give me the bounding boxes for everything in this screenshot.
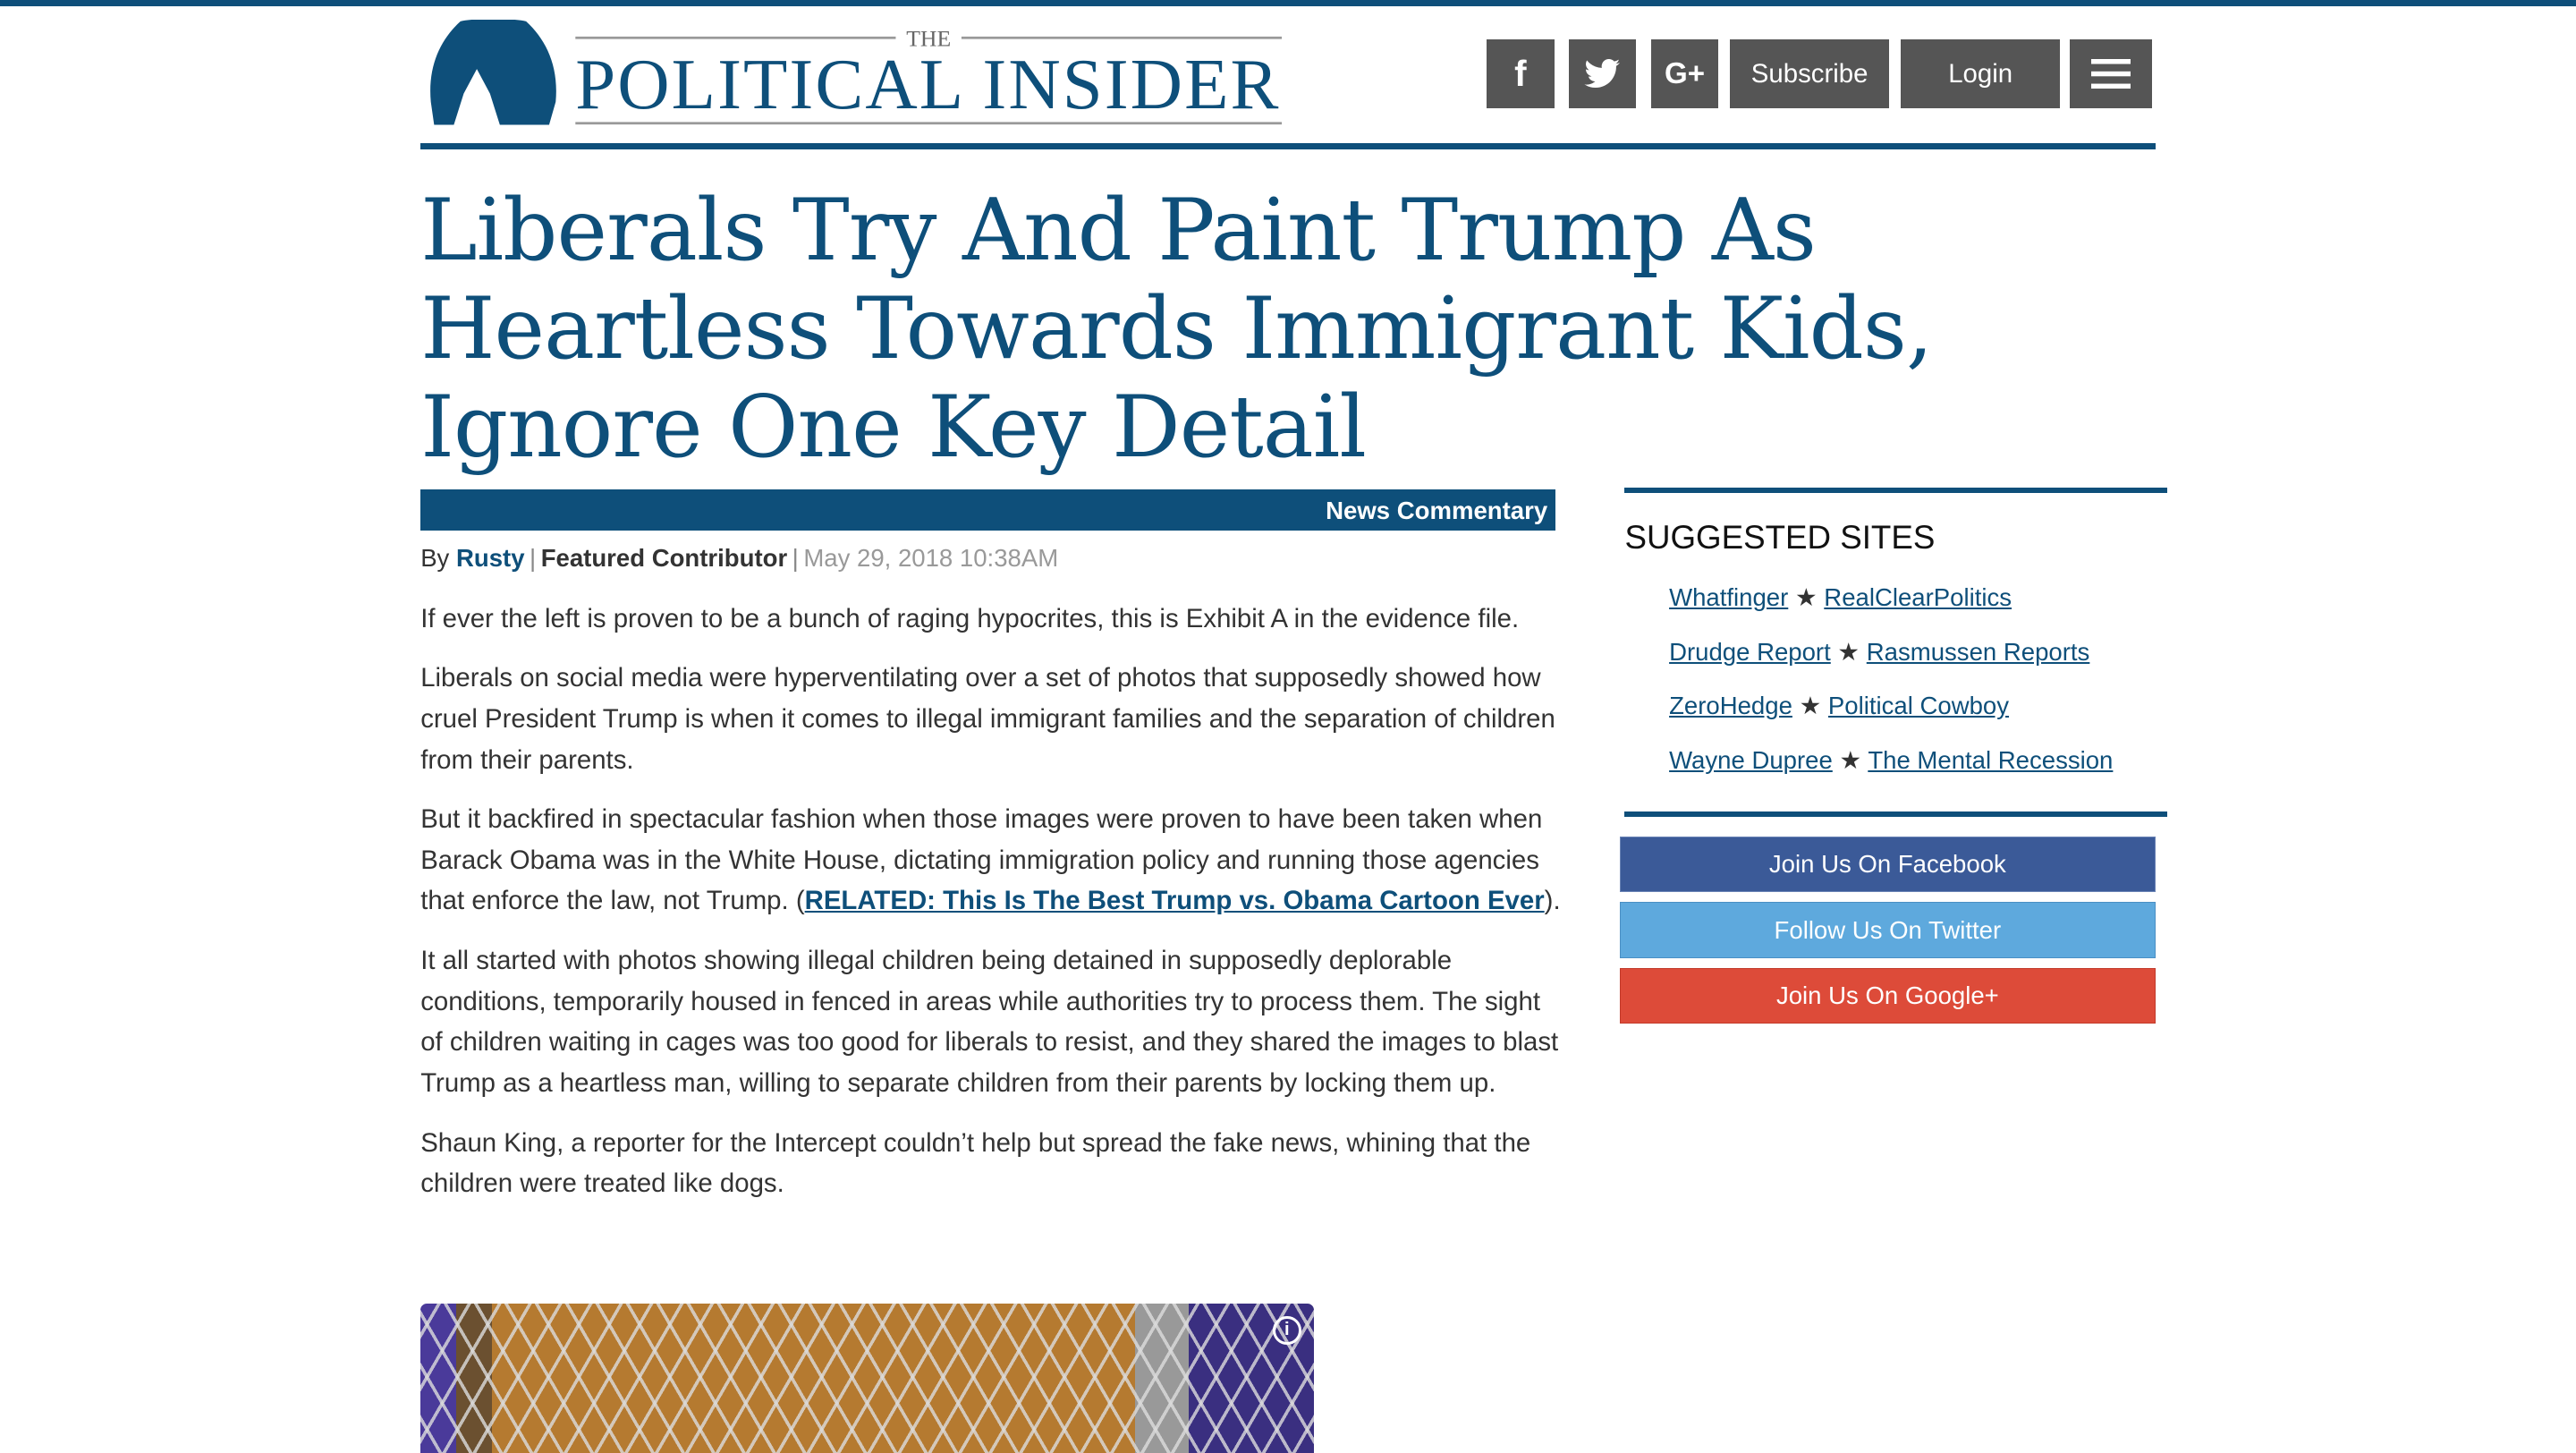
follow-twitter-button[interactable]: Follow Us On Twitter — [1619, 902, 2156, 958]
suggested-link[interactable]: RealClearPolitics — [1824, 583, 2012, 612]
related-link[interactable]: RELATED: This Is The Best Trump vs. Obam… — [804, 886, 1545, 916]
suggested-link[interactable]: Rasmussen Reports — [1866, 637, 2090, 666]
category-label[interactable]: News Commentary — [1326, 497, 1548, 525]
paragraph: But it backfired in spectacular fashion … — [420, 799, 1563, 922]
suggested-link[interactable]: The Mental Recession — [1868, 745, 2114, 774]
sidebar-top-divider — [1624, 488, 2167, 493]
header-divider — [420, 142, 2156, 150]
paragraph-text: ). — [1544, 886, 1561, 916]
paragraph-text: But it backfired in spectacular fashion … — [420, 803, 1543, 916]
subscribe-button[interactable]: Subscribe — [1730, 39, 1890, 109]
byline-by: By — [420, 543, 450, 572]
info-icon[interactable]: i — [1272, 1316, 1301, 1345]
suggested-link[interactable]: Drudge Report — [1669, 637, 1831, 666]
site-logo[interactable]: THE POLITICAL INSIDER — [428, 20, 1285, 128]
join-facebook-button[interactable]: Join Us On Facebook — [1619, 836, 2156, 893]
googleplus-button[interactable]: G+ — [1650, 39, 1719, 109]
hamburger-menu-icon — [2091, 59, 2131, 89]
logo-the: THE — [906, 25, 951, 51]
star-icon: ★ — [1794, 583, 1818, 612]
byline: By Rusty | Featured Contributor | May 29, 20… — [420, 543, 1059, 572]
article-image: i — [420, 1303, 1315, 1453]
sidebar-bottom-divider — [1624, 811, 2167, 817]
star-icon: ★ — [1799, 692, 1822, 720]
category-bar: News Commentary — [420, 489, 1556, 531]
twitter-icon — [1584, 59, 1621, 89]
suggested-row: Whatfinger ★ RealClearPolitics — [1669, 583, 2012, 612]
paragraph: If ever the left is proven to be a bunch… — [420, 603, 1520, 633]
suggested-link[interactable]: Whatfinger — [1669, 583, 1789, 612]
suggested-link[interactable]: Political Cowboy — [1827, 692, 2010, 720]
menu-button[interactable] — [2070, 39, 2153, 109]
twitter-button[interactable] — [1569, 39, 1637, 109]
facebook-icon: f — [1514, 53, 1527, 95]
join-googleplus-button[interactable]: Join Us On Google+ — [1619, 967, 2156, 1024]
suggested-link[interactable]: ZeroHedge — [1669, 692, 1792, 720]
suggested-sites-heading: SUGGESTED SITES — [1624, 519, 1936, 557]
suggested-row: ZeroHedge ★ Political Cowboy — [1669, 692, 2009, 720]
suggested-row: Wayne Dupree ★ The Mental Recession — [1669, 746, 2113, 775]
googleplus-icon: G+ — [1665, 56, 1706, 90]
article-title: Liberals Try And Paint Trump As Heartles… — [420, 180, 1933, 478]
suggested-row: Drudge Report ★ Rasmussen Reports — [1669, 638, 2089, 667]
author-link[interactable]: Rusty — [456, 543, 525, 572]
publish-date: May 29, 2018 10:38AM — [803, 543, 1059, 572]
login-button[interactable]: Login — [1901, 39, 2061, 109]
suggested-link[interactable]: Wayne Dupree — [1669, 745, 1833, 774]
article-body: If ever the left is proven to be a bunch… — [420, 599, 1563, 1223]
author-role: Featured Contributor — [540, 543, 788, 572]
paragraph: Shaun King, a reporter for the Intercept… — [420, 1127, 1531, 1199]
paragraph: It all started with photos showing illeg… — [420, 945, 1559, 1099]
facebook-button[interactable]: f — [1487, 39, 1555, 109]
paragraph: Liberals on social media were hyperventi… — [420, 662, 1555, 775]
star-icon: ★ — [1837, 637, 1860, 666]
star-icon: ★ — [1839, 745, 1862, 774]
logo-title: POLITICAL INSIDER — [575, 45, 1278, 124]
capitol-dome-icon — [429, 20, 556, 125]
top-accent-bar — [0, 0, 2576, 7]
